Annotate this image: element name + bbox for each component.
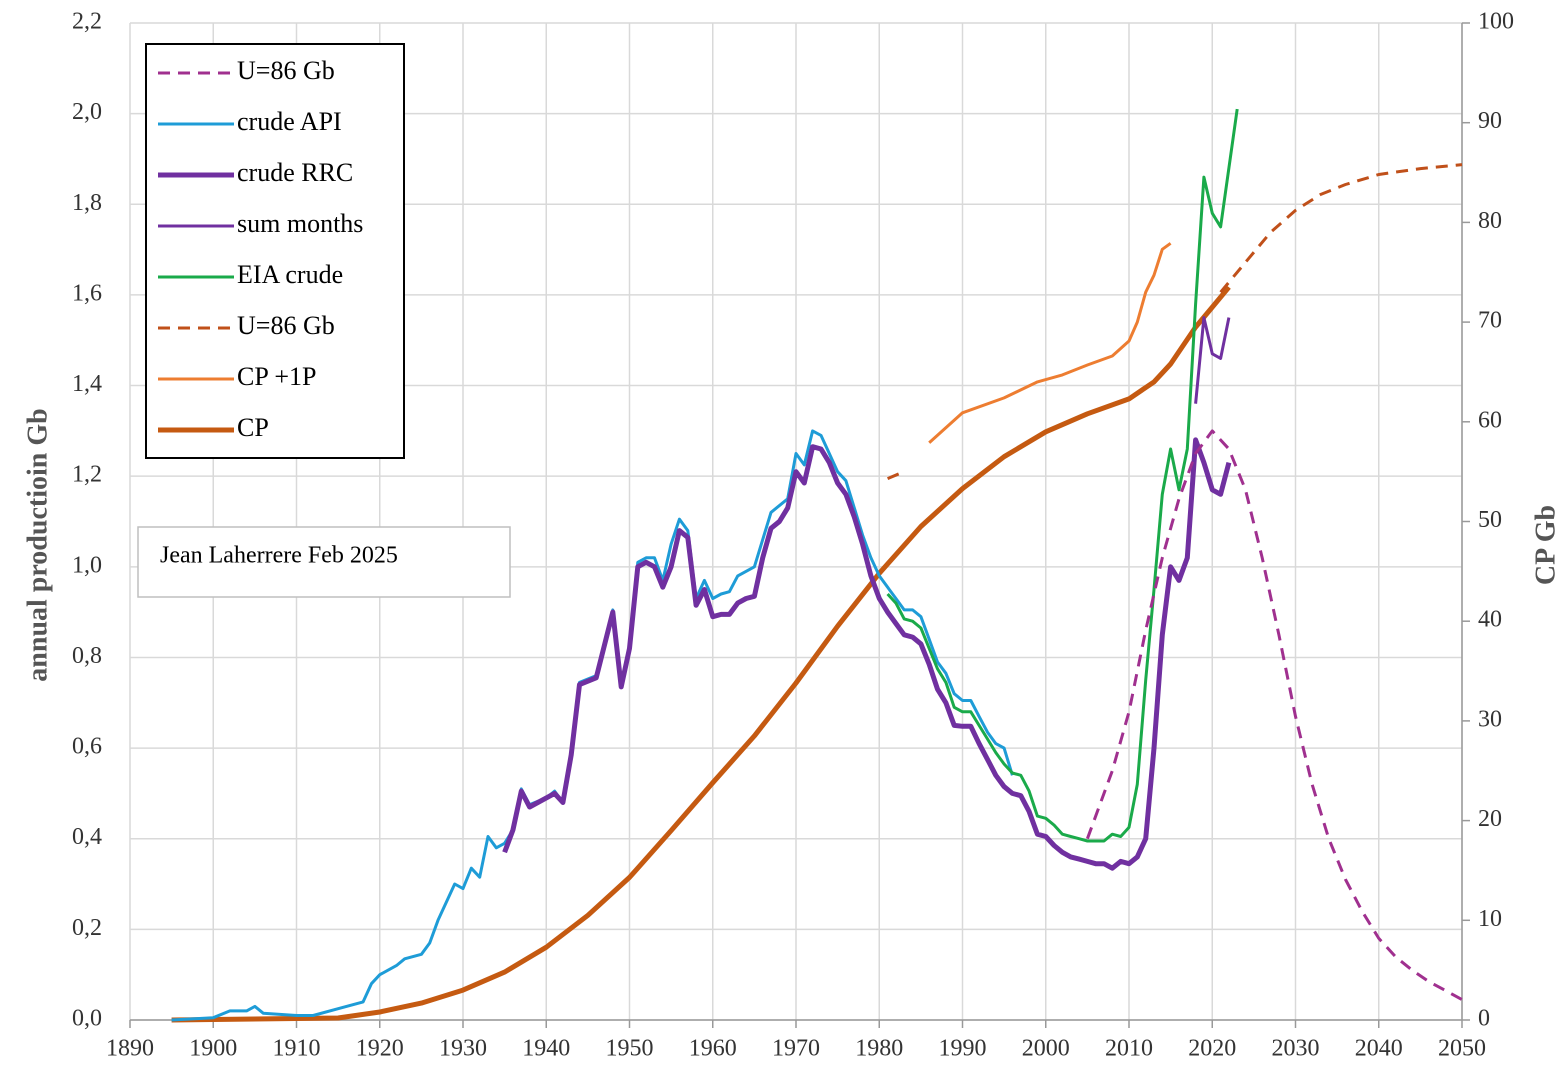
x-tick-label: 2050 — [1438, 1036, 1486, 1062]
x-tick-label: 1920 — [356, 1036, 404, 1062]
series-line — [886, 108, 1239, 843]
y2-tick-label: 20 — [1478, 806, 1502, 832]
x-tick-label: 1910 — [273, 1036, 321, 1062]
y-tick-label: 2,0 — [72, 99, 102, 125]
y2-tick-label: 70 — [1478, 308, 1502, 334]
x-tick-label: 1950 — [606, 1036, 654, 1062]
x-tick-label: 1990 — [939, 1036, 987, 1062]
y-tick-label: 1,4 — [72, 371, 102, 397]
legend-label: U=86 Gb — [237, 311, 335, 340]
y-tick-label: 2,2 — [72, 9, 102, 35]
legend-label: crude API — [237, 107, 342, 136]
series-line — [1085, 429, 1463, 1001]
x-tick-label: 2030 — [1272, 1036, 1320, 1062]
x-tick-label: 1970 — [772, 1036, 820, 1062]
y2-tick-label: 90 — [1478, 108, 1502, 134]
y2-tick-label: 50 — [1478, 507, 1502, 533]
legend-label: sum months — [237, 209, 363, 238]
y-tick-label: 1,6 — [72, 280, 102, 306]
x-tick-label: 1940 — [522, 1036, 570, 1062]
legend-label: U=86 Gb — [237, 56, 335, 85]
series-line — [887, 163, 1463, 480]
x-tick-label: 1960 — [689, 1036, 737, 1062]
x-tick-label: 1930 — [439, 1036, 487, 1062]
y-tick-label: 1,0 — [72, 552, 102, 578]
annotation-box — [137, 526, 511, 598]
legend-label: CP — [237, 413, 269, 442]
y2-tick-label: 10 — [1478, 906, 1502, 932]
y-tick-label: 1,8 — [72, 190, 102, 216]
series-line — [502, 437, 1232, 871]
y2-tick-label: 0 — [1478, 1006, 1490, 1032]
y2-tick-label: 80 — [1478, 208, 1502, 234]
legend-box — [145, 43, 405, 459]
y-tick-label: 0,0 — [72, 1006, 102, 1032]
annotation: Jean Laherrere Feb 2025 — [160, 543, 398, 569]
x-tick-label: 2010 — [1105, 1036, 1153, 1062]
x-tick-label: 2000 — [1022, 1036, 1070, 1062]
legend-label: crude RRC — [237, 158, 353, 187]
y-tick-label: 0,4 — [72, 824, 102, 850]
series-line — [171, 429, 1014, 1022]
y2-tick-label: 100 — [1478, 9, 1514, 35]
x-tick-label: 2040 — [1355, 1036, 1403, 1062]
y-tick-label: 0,2 — [72, 915, 102, 941]
y2-tick-label: 40 — [1478, 607, 1502, 633]
series-line — [171, 285, 1231, 1023]
x-tick-label: 1890 — [106, 1036, 154, 1062]
y-axis-label: annual productioin Gb — [22, 408, 53, 681]
series-line — [1194, 316, 1231, 404]
x-tick-label: 1980 — [855, 1036, 903, 1062]
x-tick-label: 1900 — [189, 1036, 237, 1062]
legend-label: CP +1P — [237, 362, 316, 391]
legend-label: EIA crude — [237, 260, 343, 289]
y-tick-label: 0,6 — [72, 734, 102, 760]
x-tick-label: 2020 — [1188, 1036, 1236, 1062]
y2-tick-label: 60 — [1478, 407, 1502, 433]
y2-axis-label: CP Gb — [1530, 505, 1557, 585]
y-tick-label: 0,8 — [72, 643, 102, 669]
y-tick-label: 1,2 — [72, 462, 102, 488]
y2-tick-label: 30 — [1478, 706, 1502, 732]
series-line — [928, 242, 1172, 444]
